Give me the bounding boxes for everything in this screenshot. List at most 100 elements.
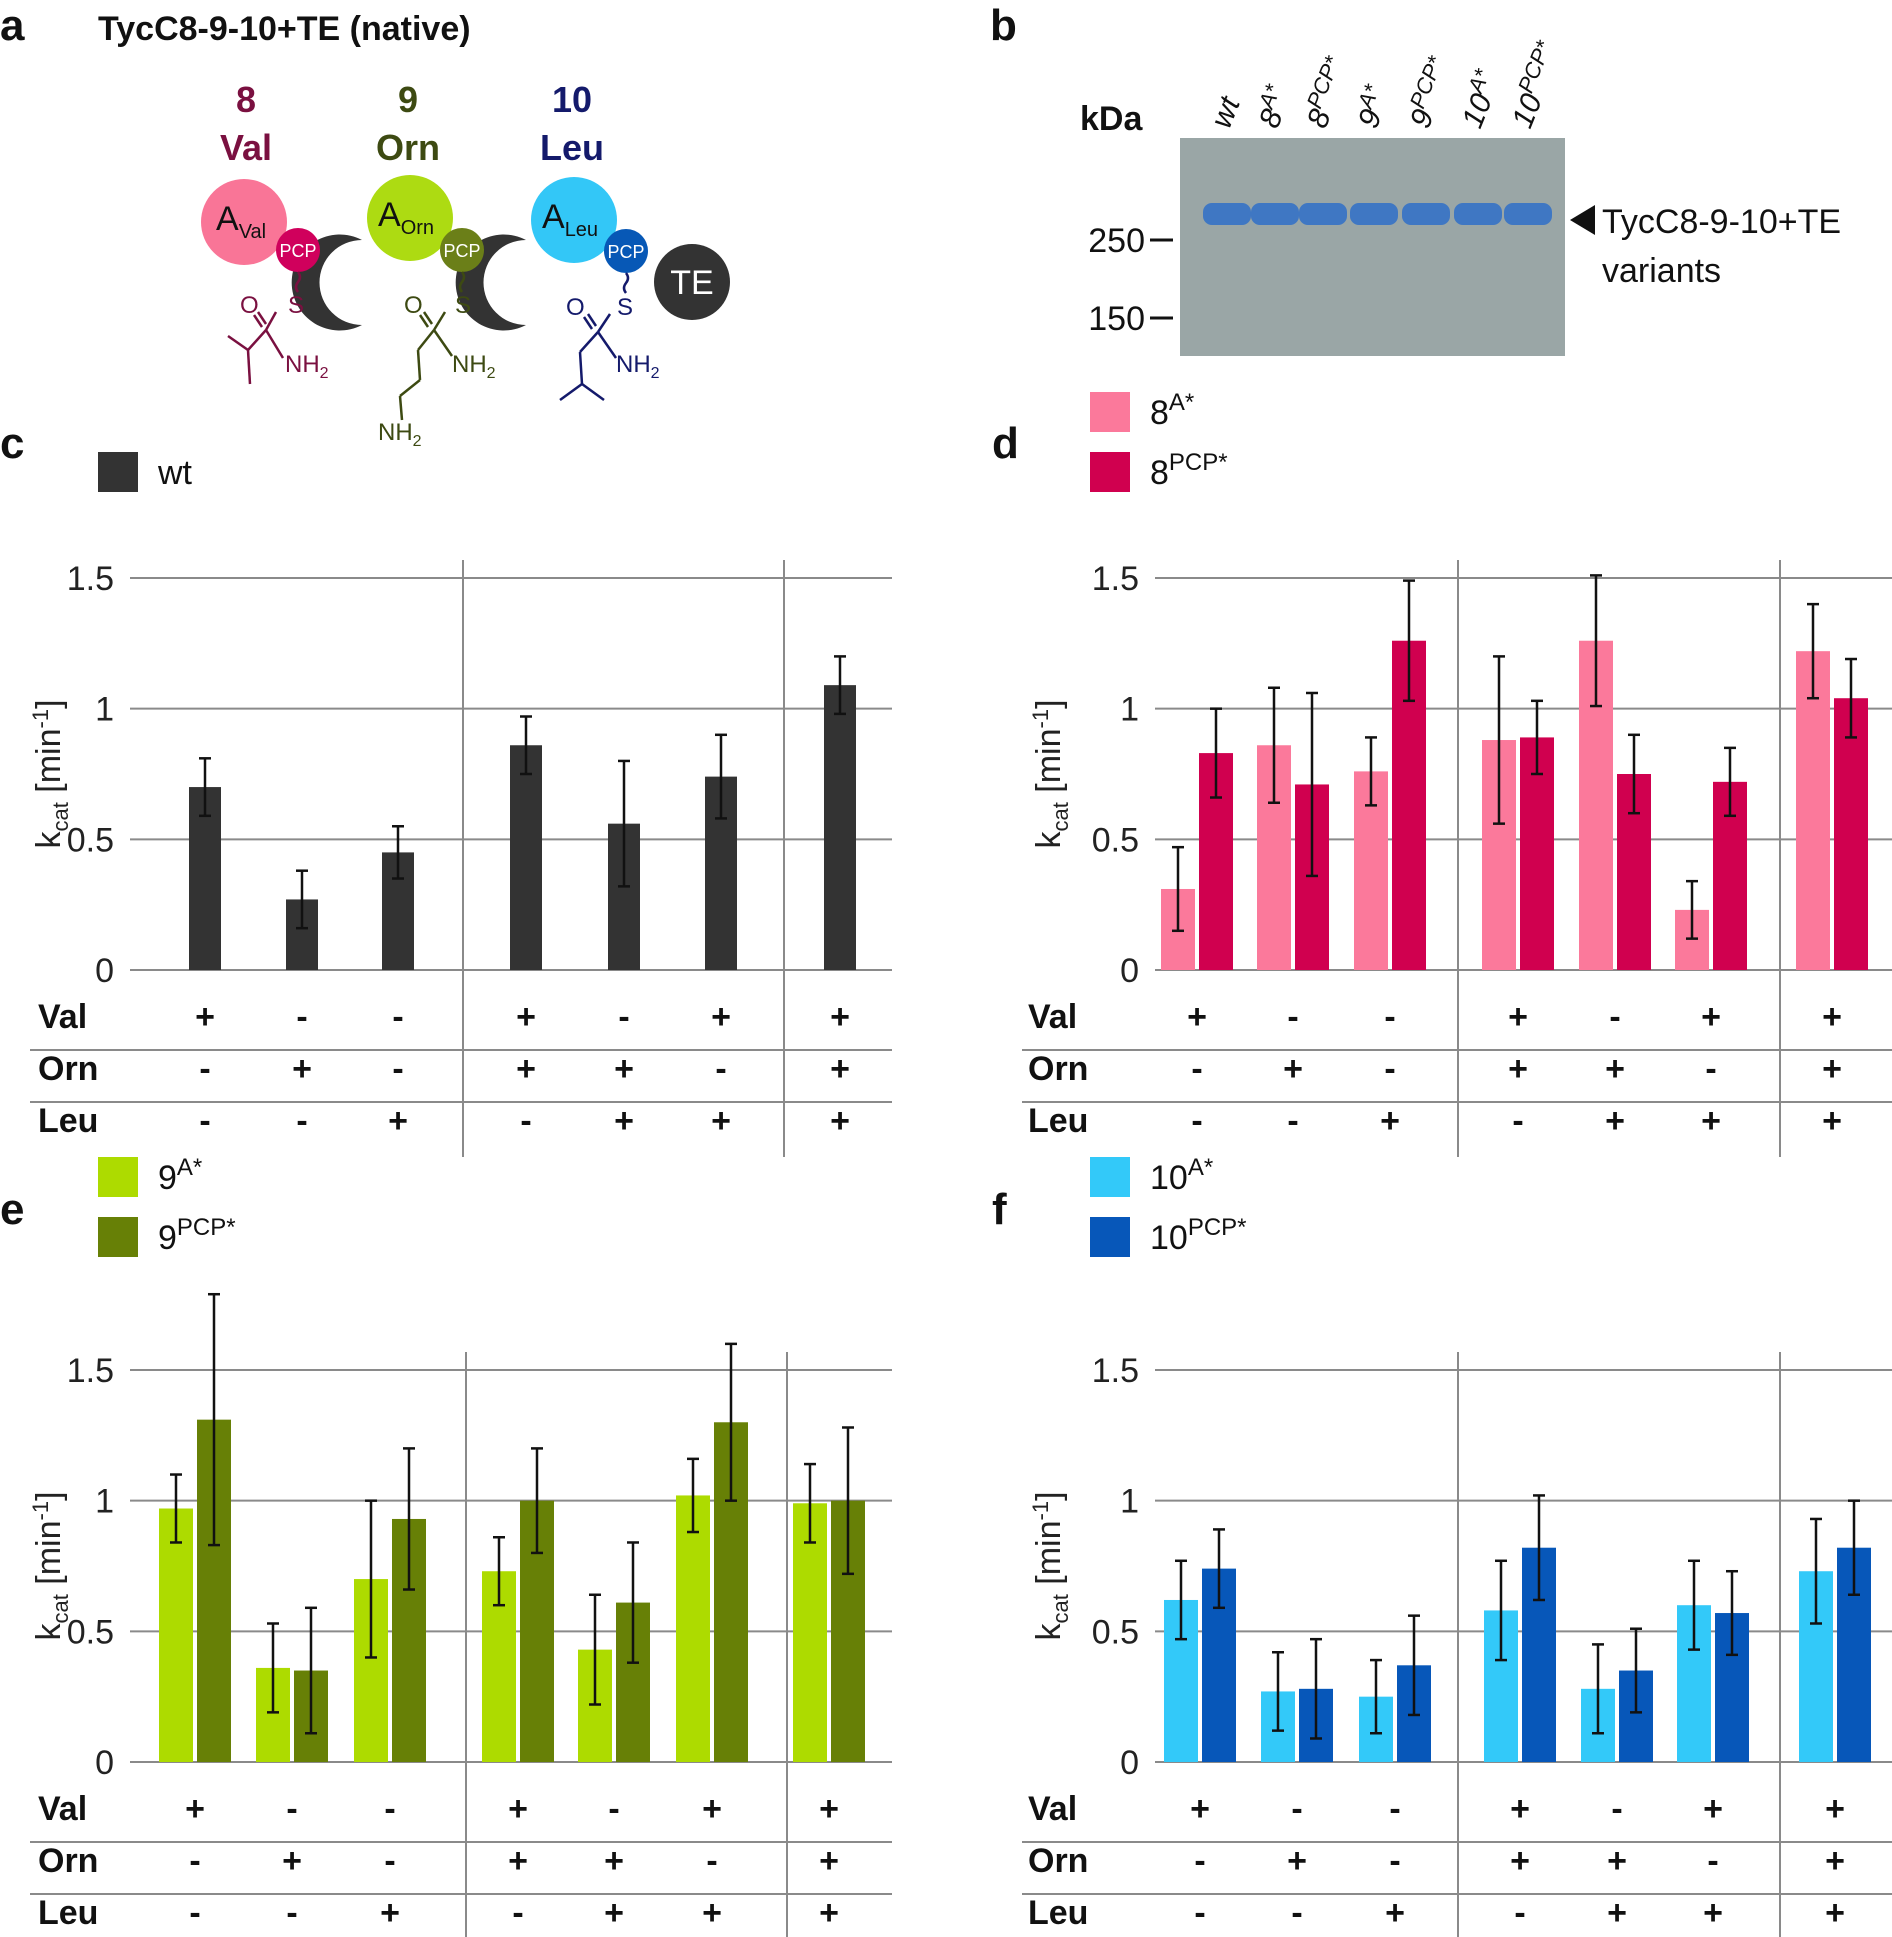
condition-row-label: Leu	[38, 1894, 98, 1932]
a-domain-orn	[367, 175, 453, 261]
gel-lane-label: 8A*	[1247, 80, 1299, 133]
condition-sign: +	[1287, 1842, 1307, 1880]
condition-sign: +	[508, 1842, 528, 1880]
condition-row-label: Val	[38, 1790, 87, 1828]
y-tick-label: 1	[1120, 691, 1139, 729]
leu-s: S	[617, 294, 633, 321]
gel-bands	[1203, 203, 1552, 225]
leu-o: O	[566, 294, 585, 321]
panel-label-b: b	[990, 1, 1017, 50]
condition-sign: +	[388, 1102, 408, 1140]
y-tick-label: 1.5	[67, 560, 114, 598]
orn-structure	[398, 271, 466, 421]
condition-sign: +	[1508, 998, 1528, 1036]
condition-sign: +	[1510, 1842, 1530, 1880]
condition-sign: +	[1380, 1102, 1400, 1140]
pcp-domain-10	[604, 229, 648, 273]
panel-a-title: TycC8-9-10+TE (native)	[98, 10, 471, 48]
condition-sign: +	[508, 1790, 528, 1828]
gel-lane-label: 10PCP*	[1500, 36, 1569, 133]
condition-sign: +	[614, 1102, 634, 1140]
panel-e: e 9A* 9PCP* 0 0.5 1 1.5 kcat [min-1] Val + - - + - + + O…	[0, 1154, 892, 1937]
gel-band	[1251, 203, 1299, 225]
legend-label: 10A*	[1150, 1154, 1213, 1197]
panel-a: a TycC8-9-10+TE (native) 8 Val 9 Orn 10 …	[0, 1, 730, 450]
condition-sign: -	[1512, 1102, 1523, 1140]
condition-sign: +	[1825, 1894, 1845, 1932]
condition-sign: +	[380, 1894, 400, 1932]
y-axis-label: kcat [min-1]	[1028, 699, 1073, 848]
condition-sign: +	[819, 1894, 839, 1932]
condition-sign: +	[1822, 1102, 1842, 1140]
gel-image	[1180, 138, 1565, 356]
legend-swatch	[98, 1157, 138, 1197]
band-label-line2: variants	[1602, 252, 1721, 290]
panel-b: b kDa wt 8A*8PCP*9A*9PCP* 10A*10PCP* 250 1…	[990, 1, 1841, 356]
condition-sign: -	[1191, 1050, 1202, 1088]
bar	[793, 1503, 827, 1762]
condition-sign: +	[1607, 1842, 1627, 1880]
condition-sign: +	[1703, 1894, 1723, 1932]
y-tick-label: 0	[1120, 952, 1139, 990]
condition-sign: -	[608, 1790, 619, 1828]
legend-label: 9A*	[158, 1154, 202, 1197]
gel-lane-label: 9PCP*	[1398, 51, 1461, 132]
legend-label: 10PCP*	[1150, 1214, 1247, 1257]
a-domain-orn-label: AOrn	[378, 196, 434, 239]
gel-lane-label: wt	[1205, 91, 1247, 133]
condition-sign: +	[185, 1790, 205, 1828]
orn-s: S	[455, 292, 471, 319]
y-tick-label: 1	[1120, 1483, 1139, 1521]
y-tick-label: 0	[95, 1744, 114, 1782]
module-8-aa: Val	[220, 127, 272, 168]
condition-row-label: Leu	[1028, 1102, 1088, 1140]
condition-sign: +	[1190, 1790, 1210, 1828]
condition-sign: +	[819, 1790, 839, 1828]
val-structure	[227, 271, 302, 385]
panel-d: d 8A* 8PCP* 0 0.5 1 1.5 kcat [min-1] Val + - - + - + + O…	[992, 389, 1892, 1157]
legend-label: 8A*	[1150, 389, 1194, 432]
gel-lane-label: 8PCP*	[1295, 51, 1358, 132]
condition-sign: +	[1510, 1790, 1530, 1828]
condition-sign: -	[1389, 1842, 1400, 1880]
bar	[1796, 651, 1830, 970]
condition-sign: -	[512, 1894, 523, 1932]
a-domain-val-label: AVal	[216, 200, 266, 243]
condition-sign: +	[702, 1894, 722, 1932]
condition-sign: +	[830, 998, 850, 1036]
module-9-aa: Orn	[376, 127, 440, 168]
condition-sign: +	[830, 1050, 850, 1088]
condition-sign: -	[1194, 1842, 1205, 1880]
gel-band	[1454, 203, 1502, 225]
panel-label-a: a	[0, 1, 25, 50]
condition-sign: -	[1287, 1102, 1298, 1140]
condition-sign: +	[819, 1842, 839, 1880]
module-10-number: 10	[552, 79, 592, 120]
condition-sign: +	[604, 1842, 624, 1880]
module-10-aa: Leu	[540, 127, 604, 168]
condition-sign: -	[296, 998, 307, 1036]
condition-sign: +	[1825, 1842, 1845, 1880]
bar	[824, 685, 856, 970]
condition-sign: -	[1287, 998, 1298, 1036]
pcp-domain-8-label: PCP	[279, 241, 316, 261]
condition-sign: +	[1385, 1894, 1405, 1932]
y-tick-label: 1.5	[1092, 560, 1139, 598]
condition-row-label: Val	[1028, 998, 1077, 1036]
y-tick-label: 1	[95, 691, 114, 729]
condition-row-label: Orn	[38, 1050, 98, 1088]
y-tick-label: 0.5	[67, 821, 114, 859]
gel-band	[1504, 203, 1552, 225]
y-tick-label: 0.5	[1092, 1613, 1139, 1651]
marker-150-label: 150	[1088, 300, 1145, 338]
condition-sign: +	[614, 1050, 634, 1088]
condition-sign: -	[384, 1842, 395, 1880]
condition-sign: -	[1389, 1790, 1400, 1828]
condition-sign: +	[195, 998, 215, 1036]
module-9-number: 9	[398, 79, 418, 120]
panel-label-f: f	[992, 1185, 1007, 1234]
pcp-domain-8	[276, 228, 320, 272]
y-tick-label: 1.5	[67, 1352, 114, 1390]
condition-sign: -	[1384, 998, 1395, 1036]
